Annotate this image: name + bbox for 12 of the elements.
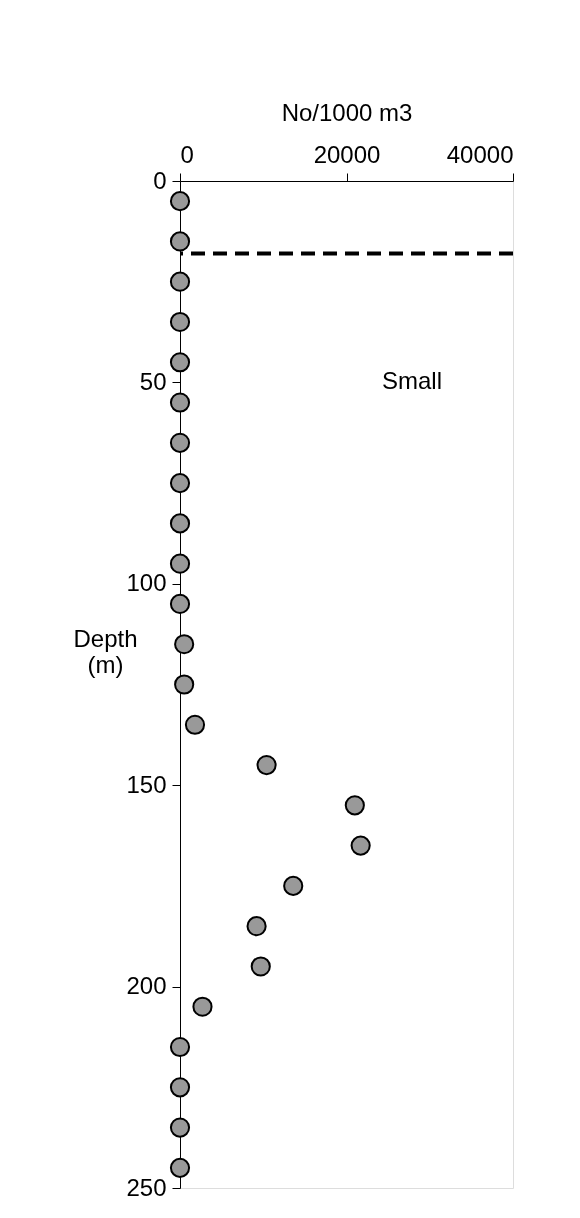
x-tick-label: 0 [180, 140, 194, 168]
y-axis-title: Depth (m) [73, 624, 138, 678]
annotation: Small [381, 367, 443, 394]
y-tick-label: 250 [126, 1173, 167, 1201]
x-tick-label: 20000 [313, 140, 381, 168]
y-tick-label: 100 [126, 569, 167, 597]
x-axis-title: No/1000 m3 [281, 98, 413, 126]
y-tick-label: 0 [153, 166, 167, 194]
x-tick-label: 40000 [446, 140, 514, 168]
y-tick-label: 50 [139, 367, 167, 395]
y-tick-label: 150 [126, 770, 167, 798]
y-tick-label: 200 [126, 972, 167, 1000]
